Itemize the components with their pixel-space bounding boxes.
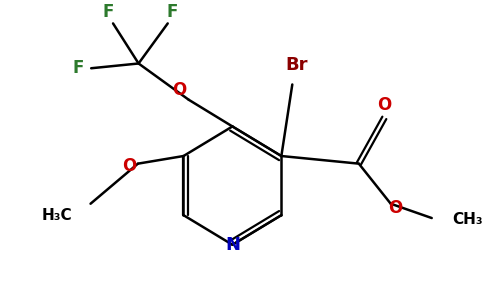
Text: O: O bbox=[121, 157, 136, 175]
Text: F: F bbox=[166, 3, 178, 21]
Text: F: F bbox=[103, 3, 114, 21]
Text: O: O bbox=[377, 97, 392, 115]
Text: F: F bbox=[73, 59, 84, 77]
Text: Br: Br bbox=[286, 56, 308, 74]
Text: N: N bbox=[225, 236, 240, 254]
Text: H₃C: H₃C bbox=[42, 208, 72, 223]
Text: CH₃: CH₃ bbox=[452, 212, 483, 227]
Text: O: O bbox=[388, 200, 402, 217]
Text: O: O bbox=[172, 81, 187, 99]
